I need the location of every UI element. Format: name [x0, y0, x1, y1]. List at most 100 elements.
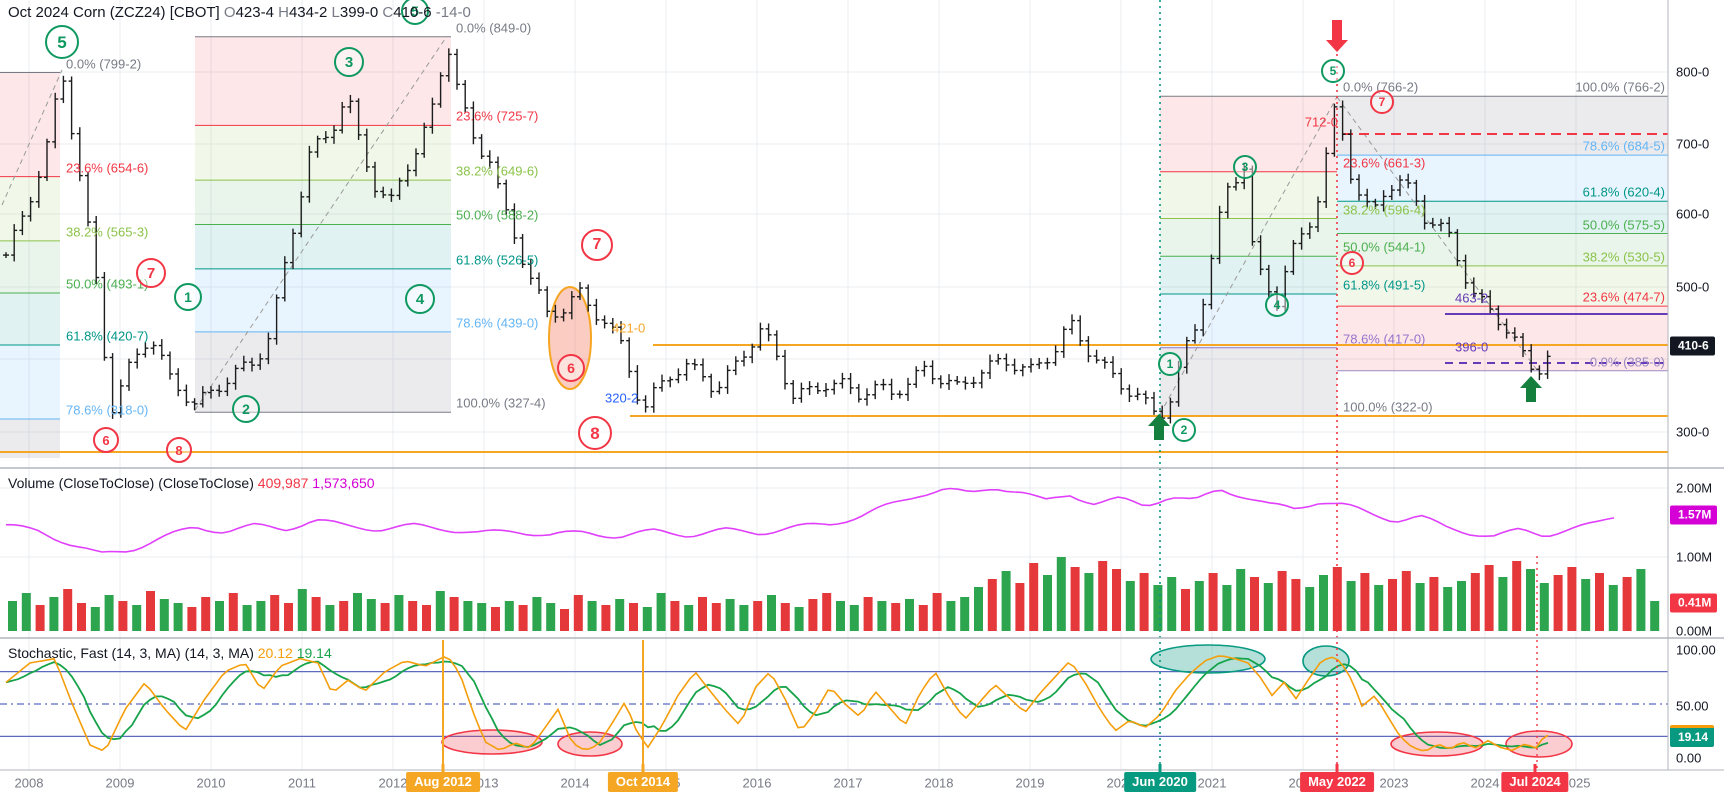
- volume-value-2: 1,573,650: [312, 475, 375, 491]
- stoch-red-ellipse[interactable]: [1390, 731, 1484, 757]
- year-label-2023[interactable]: 2023: [1379, 775, 1409, 791]
- volume-value-badge: 0.41M: [1670, 593, 1718, 613]
- stochastic-subtitle: (14, 3, MA): [184, 645, 254, 661]
- year-label-2009[interactable]: 2009: [105, 775, 135, 791]
- fib-level-label: 100.0% (327-4): [456, 395, 546, 411]
- axis-tick: 500-0: [1676, 279, 1710, 295]
- elliott-wave-3-circle[interactable]: 3: [334, 47, 364, 77]
- axis-tick: 50.00: [1676, 698, 1709, 714]
- symbol-legend[interactable]: Oct 2024 Corn (ZCZ24) [CBOT] O423-4 H434…: [8, 4, 471, 21]
- fib-2020-2022[interactable]: [1159, 95, 1338, 417]
- elliott-wave-2-circle[interactable]: 2: [232, 395, 260, 423]
- fib-level-label: 61.8% (526-5): [456, 252, 539, 268]
- elliott-wave-5-circle[interactable]: 5: [1321, 59, 1345, 83]
- volume-legend[interactable]: Volume (CloseToClose) (CloseToClose) 409…: [8, 475, 375, 491]
- year-label-2016[interactable]: 2016: [742, 775, 772, 791]
- low-label: L: [331, 4, 340, 21]
- elliott-wave-6-circle[interactable]: 6: [1340, 251, 1364, 275]
- elliott-wave-1-circle[interactable]: 1: [174, 283, 202, 311]
- up-arrow-marker[interactable]: [1520, 376, 1542, 402]
- year-label-2017[interactable]: 2017: [833, 775, 863, 791]
- date-marker-badge: May 2022: [1300, 772, 1374, 792]
- fib-level-label: 50.0% (493-1): [66, 276, 149, 292]
- stoch-green-ellipse[interactable]: [1302, 645, 1350, 677]
- year-label-2008[interactable]: 2008: [14, 775, 44, 791]
- fib-2008[interactable]: [0, 69, 63, 458]
- price-axis-bg[interactable]: [1668, 0, 1724, 770]
- stochastic-legend[interactable]: Stochastic, Fast (14, 3, MA) (14, 3, MA)…: [8, 645, 332, 661]
- fib-level-label: 0.0% (799-2): [66, 56, 142, 72]
- fib-level-label: 100.0% (322-0): [1343, 399, 1433, 415]
- elliott-wave-4-circle[interactable]: 4: [405, 284, 435, 314]
- fib-2022-2024[interactable]: [1336, 95, 1668, 372]
- year-label-2012[interactable]: 2012: [378, 775, 408, 791]
- stoch-value-badge: 19.14: [1670, 725, 1715, 747]
- elliott-wave-6-circle[interactable]: 6: [93, 427, 119, 453]
- last-price-badge: 410-6: [1670, 336, 1715, 356]
- elliott-wave-5-circle[interactable]: 5: [401, 0, 429, 25]
- fib-level-label: 50.0% (575-5): [1582, 217, 1665, 233]
- axis-tick: 600-0: [1676, 206, 1710, 222]
- fib-level-label: 100.0% (766-2): [1575, 79, 1665, 95]
- volume-title[interactable]: Volume (CloseToClose): [8, 475, 155, 491]
- elliott-wave-8-circle[interactable]: 8: [578, 416, 612, 450]
- symbol-title[interactable]: Oct 2024 Corn (ZCZ24) [CBOT]: [8, 4, 220, 21]
- fib-level-label: 61.8% (620-4): [1582, 184, 1665, 200]
- date-marker-badge: Jun 2020: [1124, 772, 1196, 792]
- ohlc-bars: [3, 48, 1551, 425]
- elliott-wave-7-circle[interactable]: 7: [581, 229, 613, 261]
- fib-level-label: 61.8% (491-5): [1343, 277, 1426, 293]
- elliott-wave-5-circle[interactable]: 5: [45, 25, 79, 59]
- elliott-wave-4-circle[interactable]: 4: [1265, 293, 1289, 317]
- elliott-wave-3-circle[interactable]: 3: [1233, 155, 1257, 179]
- stoch-red-ellipse[interactable]: [557, 731, 623, 757]
- elliott-wave-1-circle[interactable]: 1: [1158, 352, 1182, 376]
- axis-tick: 0.00M: [1676, 623, 1713, 639]
- close-value: 410-6: [393, 4, 432, 21]
- volume-value-1: 409,987: [257, 475, 309, 491]
- date-marker-badge: Oct 2014: [607, 772, 679, 792]
- up-arrow-marker[interactable]: [1148, 414, 1170, 440]
- price-line-label[interactable]: 320-2: [605, 390, 639, 406]
- year-label-2019[interactable]: 2019: [1015, 775, 1045, 791]
- price-line-label[interactable]: 421-0: [612, 320, 646, 336]
- stochastic-title[interactable]: Stochastic, Fast (14, 3, MA): [8, 645, 181, 661]
- elliott-wave-7-circle[interactable]: 7: [136, 258, 166, 288]
- fib-2010-2012[interactable]: [194, 35, 451, 413]
- year-label-2021[interactable]: 2021: [1197, 775, 1227, 791]
- open-label: O: [223, 4, 236, 21]
- fib-level-label: 23.6% (474-7): [1582, 289, 1665, 305]
- volume-value-badge: 1.57M: [1670, 505, 1718, 525]
- time-axis-bg[interactable]: [0, 770, 1724, 796]
- stochastic-d-value: 19.14: [296, 645, 332, 661]
- high-value: 434-2: [288, 4, 328, 21]
- year-label-2025[interactable]: 2025: [1561, 775, 1591, 791]
- elliott-wave-2-circle[interactable]: 2: [1172, 418, 1196, 442]
- axis-tick: 1.00M: [1676, 549, 1713, 565]
- fib-level-label: 50.0% (588-2): [456, 207, 539, 223]
- close-label: C: [382, 4, 394, 21]
- year-label-2011[interactable]: 2011: [288, 775, 316, 791]
- year-label-2014[interactable]: 2014: [560, 775, 590, 791]
- stoch-d-line: [5, 657, 1549, 750]
- elliott-wave-7-circle[interactable]: 7: [1370, 90, 1394, 114]
- axis-tick: 2.00M: [1676, 480, 1713, 496]
- down-arrow-marker[interactable]: [1326, 20, 1348, 52]
- axis-tick: 300-0: [1676, 424, 1710, 440]
- stoch-red-ellipse[interactable]: [441, 729, 543, 755]
- year-label-2024[interactable]: 2024: [1470, 775, 1500, 791]
- elliott-wave-8-circle[interactable]: 8: [166, 437, 192, 463]
- price-line-label[interactable]: 463-2: [1455, 290, 1489, 306]
- price-line-label[interactable]: 396-0: [1455, 339, 1489, 355]
- fib-level-label: 23.6% (654-6): [66, 160, 149, 176]
- fib-level-label: 78.6% (684-5): [1582, 138, 1665, 154]
- elliott-wave-6-circle[interactable]: 6: [557, 354, 585, 382]
- year-label-2018[interactable]: 2018: [924, 775, 954, 791]
- price-line-label[interactable]: 712-0: [1304, 114, 1338, 130]
- fib-level-label: 78.6% (318-0): [66, 402, 149, 418]
- year-label-2010[interactable]: 2010: [196, 775, 226, 791]
- fib-level-label: 78.6% (439-0): [456, 315, 539, 331]
- low-value: 399-0: [339, 4, 379, 21]
